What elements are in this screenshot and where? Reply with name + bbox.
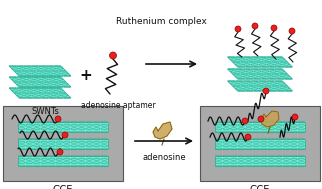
Polygon shape bbox=[18, 139, 108, 149]
Polygon shape bbox=[9, 77, 71, 87]
Bar bbox=[3, 106, 123, 181]
Circle shape bbox=[252, 23, 258, 29]
Circle shape bbox=[245, 134, 251, 140]
Text: adenosine: adenosine bbox=[142, 153, 186, 162]
Text: SWNTs: SWNTs bbox=[31, 107, 59, 116]
Circle shape bbox=[271, 25, 277, 31]
Text: +: + bbox=[80, 68, 92, 84]
Polygon shape bbox=[215, 156, 305, 166]
Polygon shape bbox=[215, 139, 305, 149]
Circle shape bbox=[235, 26, 241, 32]
Polygon shape bbox=[261, 111, 279, 127]
Text: adenosine aptamer: adenosine aptamer bbox=[81, 101, 155, 110]
Text: Ruthenium complex: Ruthenium complex bbox=[116, 17, 206, 26]
Circle shape bbox=[55, 116, 61, 122]
Polygon shape bbox=[18, 156, 108, 166]
Circle shape bbox=[292, 114, 298, 120]
Polygon shape bbox=[9, 66, 71, 76]
Polygon shape bbox=[9, 88, 71, 98]
Circle shape bbox=[289, 28, 295, 34]
Polygon shape bbox=[228, 81, 292, 91]
Polygon shape bbox=[18, 122, 108, 132]
Polygon shape bbox=[153, 122, 172, 139]
Text: GCE: GCE bbox=[53, 185, 73, 189]
Polygon shape bbox=[228, 57, 292, 67]
Circle shape bbox=[258, 116, 264, 122]
Bar bbox=[200, 106, 320, 181]
Text: GCE: GCE bbox=[250, 185, 270, 189]
Polygon shape bbox=[228, 69, 292, 79]
Polygon shape bbox=[215, 122, 305, 132]
Circle shape bbox=[62, 132, 68, 138]
Circle shape bbox=[242, 118, 248, 124]
Circle shape bbox=[263, 88, 269, 94]
Circle shape bbox=[57, 149, 63, 155]
Circle shape bbox=[109, 52, 117, 59]
